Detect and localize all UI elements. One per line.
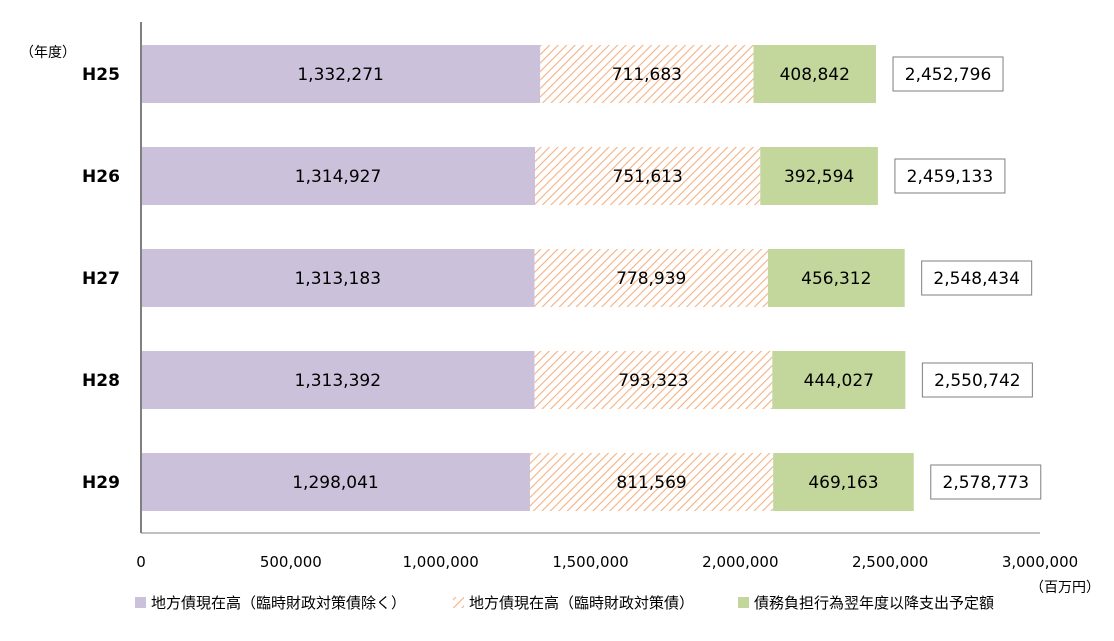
value-label-h29-series-1: 1,298,041 bbox=[292, 473, 379, 493]
category-label-h27: H27 bbox=[82, 269, 120, 289]
legend-label-series-2: 地方債現在高（臨時財政対策債） bbox=[469, 594, 694, 612]
legend-swatch-series-1 bbox=[135, 597, 146, 608]
x-tick-label-1: 500,000 bbox=[260, 553, 322, 571]
x-axis-unit-label: （百万円） bbox=[1030, 580, 1100, 596]
value-label-h29-series-3: 469,163 bbox=[808, 473, 878, 493]
value-label-h26-series-3: 392,594 bbox=[784, 167, 854, 187]
bar-segment-h27-series-3 bbox=[767, 249, 905, 307]
value-label-h28-series-1: 1,313,392 bbox=[295, 371, 382, 391]
total-box-h27 bbox=[921, 260, 1033, 296]
bar-segment-h28-series-3 bbox=[772, 351, 906, 409]
value-label-h28-series-2: 793,323 bbox=[618, 371, 688, 391]
x-tick-label-4: 2,000,000 bbox=[702, 553, 778, 571]
total-label-h25: 2,452,796 bbox=[905, 65, 992, 85]
value-label-h29-series-2: 811,569 bbox=[616, 473, 686, 493]
value-label-h27-series-3: 456,312 bbox=[801, 269, 871, 289]
total-box-h28 bbox=[921, 362, 1033, 398]
value-label-h28-series-3: 444,027 bbox=[804, 371, 874, 391]
bar-segment-h28-series-2 bbox=[534, 351, 773, 409]
value-label-h26-series-1: 1,314,927 bbox=[295, 167, 382, 187]
value-label-h25-series-3: 408,842 bbox=[780, 65, 850, 85]
legend-label-series-1: 地方債現在高（臨時財政対策債除く） bbox=[151, 594, 406, 612]
bar-segment-h29-series-3 bbox=[773, 453, 914, 511]
bar-segment-h29-series-2 bbox=[529, 453, 774, 511]
category-label-h29: H29 bbox=[82, 473, 120, 493]
x-tick-label-3: 1,500,000 bbox=[552, 553, 628, 571]
legend-swatch-series-3 bbox=[738, 597, 749, 608]
total-box-h25 bbox=[892, 56, 1004, 92]
bar-segment-h25-series-3 bbox=[753, 45, 877, 103]
value-label-h26-series-2: 751,613 bbox=[613, 167, 683, 187]
bar-segment-h26-series-3 bbox=[760, 147, 878, 205]
total-label-h29: 2,578,773 bbox=[943, 473, 1030, 493]
axis-layer: 0 500,000 1,000,000 1,500,000 2,000,000 2,500… bbox=[136, 22, 1078, 571]
x-tick-label-0: 0 bbox=[136, 553, 146, 571]
legend: 地方債現在高（臨時財政対策債除く） 地方債現在高（臨時財政対策債） 債務負担行為翌年… bbox=[135, 594, 994, 612]
x-tick-label-2: 1,000,000 bbox=[402, 553, 478, 571]
value-label-h25-series-2: 711,683 bbox=[612, 65, 682, 85]
category-label-h25: H25 bbox=[82, 65, 120, 85]
value-label-h27-series-2: 778,939 bbox=[616, 269, 686, 289]
category-label-h28: H28 bbox=[82, 371, 120, 391]
y-axis-title: （年度） bbox=[20, 45, 76, 61]
bar-segment-h27-series-1 bbox=[141, 249, 535, 307]
bar-segment-h26-series-1 bbox=[141, 147, 536, 205]
bar-segment-h25-series-1 bbox=[141, 45, 541, 103]
total-label-h27: 2,548,434 bbox=[933, 269, 1020, 289]
bars-layer: H25 1,332,271 711,683 408,842 2,452,796 H26 1,… bbox=[82, 45, 1042, 511]
bar-segment-h28-series-1 bbox=[141, 351, 535, 409]
bar-segment-h25-series-2 bbox=[540, 45, 754, 103]
value-label-h25-series-1: 1,332,271 bbox=[297, 65, 384, 85]
category-label-h26: H26 bbox=[82, 167, 120, 187]
bar-segment-h26-series-2 bbox=[535, 147, 761, 205]
x-tick-label-5: 2,500,000 bbox=[852, 553, 928, 571]
value-label-h27-series-1: 1,313,183 bbox=[294, 269, 381, 289]
total-label-h26: 2,459,133 bbox=[907, 167, 994, 187]
x-tick-label-6: 3,000,000 bbox=[1002, 553, 1078, 571]
bar-segment-h29-series-1 bbox=[141, 453, 530, 511]
legend-swatch-series-2 bbox=[453, 597, 464, 608]
bar-segment-h27-series-2 bbox=[534, 249, 768, 307]
total-box-h26 bbox=[894, 158, 1006, 194]
total-box-h29 bbox=[930, 464, 1042, 500]
legend-label-series-3: 債務負担行為翌年度以降支出予定額 bbox=[754, 594, 994, 612]
total-label-h28: 2,550,742 bbox=[934, 371, 1021, 391]
